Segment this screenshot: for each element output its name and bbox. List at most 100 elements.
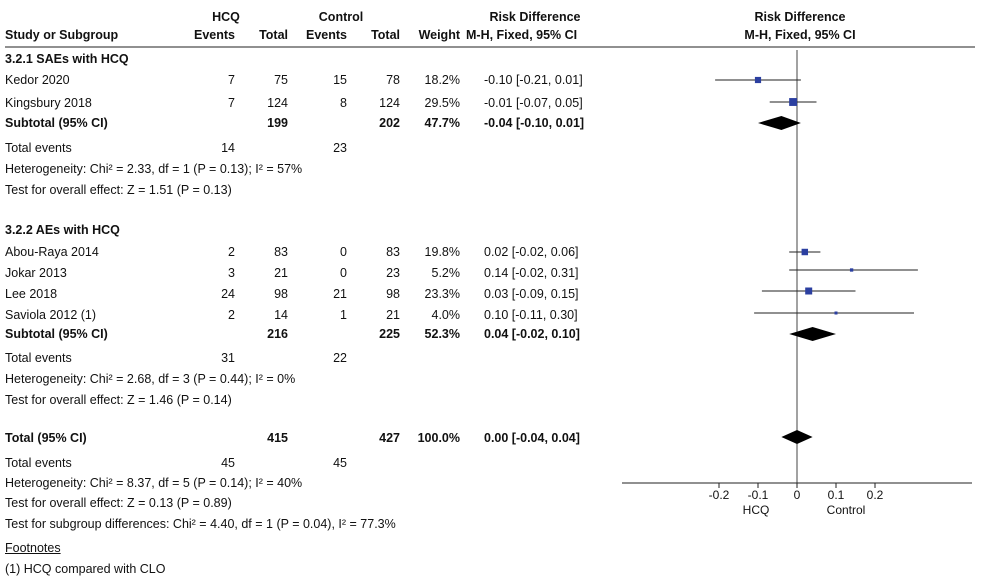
- total-events2: 45: [333, 456, 347, 470]
- subtotal-total2: 202: [379, 116, 400, 130]
- pooled-diamond: [781, 430, 813, 444]
- subgroup-difference-text: Test for subgroup differences: Chi² = 4.…: [5, 517, 396, 531]
- study-events1: 24: [221, 287, 235, 301]
- subgroup-title: 3.2.2 AEs with HCQ: [5, 223, 120, 237]
- study-point: [789, 98, 798, 106]
- favours-left-label: HCQ: [743, 503, 770, 517]
- study-name: Saviola 2012 (1): [5, 308, 97, 322]
- total-events-label: Total events: [5, 456, 72, 470]
- total-events-label: Total events: [5, 141, 72, 155]
- study-weight: 5.2%: [431, 266, 461, 280]
- study-total1: 98: [274, 287, 288, 301]
- heterogeneity-text: Heterogeneity: Chi² = 2.68, df = 3 (P = …: [5, 372, 296, 386]
- subtotal-label: Subtotal (95% CI): [5, 327, 108, 341]
- study-events2: 1: [340, 308, 347, 322]
- total-events-label: Total events: [5, 351, 72, 365]
- study-events2: 0: [340, 245, 347, 259]
- group1-header: HCQ: [212, 10, 240, 24]
- footnote-item: (1) HCQ compared with CLO: [5, 562, 166, 576]
- group2-header: Control: [318, 10, 364, 24]
- x-tick-label: -0.2: [709, 488, 730, 502]
- col-events2-header: Events: [306, 28, 347, 42]
- x-tick-label: 0: [794, 488, 801, 502]
- study-events1: 7: [228, 96, 235, 110]
- total-events1: 45: [221, 456, 235, 470]
- study-total2: 21: [386, 308, 400, 322]
- study-point: [805, 287, 813, 295]
- col-total1-header: Total: [259, 28, 288, 42]
- plot-method-header: M-H, Fixed, 95% CI: [744, 28, 856, 42]
- subgroup-title: 3.2.1 SAEs with HCQ: [5, 52, 129, 66]
- study-point: [849, 268, 854, 272]
- total-label: Total (95% CI): [5, 431, 87, 445]
- subtotal-total1: 199: [267, 116, 288, 130]
- col-weight-header: Weight: [418, 28, 460, 42]
- study-events2: 15: [333, 73, 347, 87]
- study-events2: 0: [340, 266, 347, 280]
- study-name: Jokar 2013: [5, 266, 67, 280]
- col-events1-header: Events: [194, 28, 235, 42]
- study-ci: 0.14 [-0.02, 0.31]: [484, 266, 579, 280]
- col-method-header: M-H, Fixed, 95% CI: [466, 28, 578, 42]
- study-weight: 4.0%: [431, 308, 461, 322]
- study-total1: 21: [274, 266, 288, 280]
- study-total2: 98: [386, 287, 400, 301]
- overall-effect-text: Test for overall effect: Z = 1.46 (P = 0…: [5, 393, 232, 407]
- pooled-diamond: [758, 116, 801, 130]
- total-events2: 23: [333, 141, 347, 155]
- study-total2: 23: [386, 266, 400, 280]
- overall-effect-text: Test for overall effect: Z = 1.51 (P = 0…: [5, 183, 232, 197]
- subtotal-total1: 216: [267, 327, 288, 341]
- study-weight: 19.8%: [424, 245, 460, 259]
- study-total1: 14: [274, 308, 288, 322]
- total-weight: 100.0%: [417, 431, 460, 445]
- plot-title: Risk Difference: [754, 10, 846, 24]
- study-events1: 2: [228, 308, 235, 322]
- heterogeneity-text: Heterogeneity: Chi² = 2.33, df = 1 (P = …: [5, 162, 303, 176]
- total-events1: 31: [221, 351, 235, 365]
- study-events2: 8: [340, 96, 347, 110]
- col-study-header: Study or Subgroup: [5, 28, 119, 42]
- total-total2: 427: [379, 431, 400, 445]
- study-total1: 124: [267, 96, 288, 110]
- overall-effect-text: Test for overall effect: Z = 0.13 (P = 0…: [5, 496, 232, 510]
- study-events2: 21: [333, 287, 347, 301]
- total-ci: 0.00 [-0.04, 0.04]: [484, 431, 580, 445]
- subtotal-label: Subtotal (95% CI): [5, 116, 108, 130]
- study-total2: 78: [386, 73, 400, 87]
- subtotal-ci: 0.04 [-0.02, 0.10]: [484, 327, 580, 341]
- effect-title: Risk Difference: [489, 10, 581, 24]
- total-events1: 14: [221, 141, 235, 155]
- col-total2-header: Total: [371, 28, 400, 42]
- footnotes-title: Footnotes: [5, 541, 61, 555]
- x-tick-label: -0.1: [748, 488, 769, 502]
- total-events2: 22: [333, 351, 347, 365]
- study-name: Lee 2018: [5, 287, 58, 301]
- study-ci: 0.02 [-0.02, 0.06]: [484, 245, 579, 259]
- study-total2: 83: [386, 245, 400, 259]
- study-total2: 124: [379, 96, 400, 110]
- study-point: [834, 311, 838, 315]
- study-ci: 0.10 [-0.11, 0.30]: [484, 308, 578, 322]
- study-total1: 83: [274, 245, 288, 259]
- total-total1: 415: [267, 431, 288, 445]
- study-weight: 29.5%: [424, 96, 460, 110]
- study-events1: 3: [228, 266, 235, 280]
- study-point: [754, 76, 762, 84]
- study-weight: 18.2%: [424, 73, 460, 87]
- subtotal-weight: 52.3%: [424, 327, 460, 341]
- study-ci: 0.03 [-0.09, 0.15]: [484, 287, 579, 301]
- favours-right-label: Control: [827, 503, 866, 517]
- study-point: [801, 248, 809, 256]
- study-name: Kedor 2020: [5, 73, 70, 87]
- study-ci: -0.10 [-0.21, 0.01]: [484, 73, 583, 87]
- subtotal-ci: -0.04 [-0.10, 0.01]: [484, 116, 585, 130]
- study-weight: 23.3%: [424, 287, 460, 301]
- study-name: Abou-Raya 2014: [5, 245, 99, 259]
- heterogeneity-text: Heterogeneity: Chi² = 8.37, df = 5 (P = …: [5, 476, 303, 490]
- study-ci: -0.01 [-0.07, 0.05]: [484, 96, 583, 110]
- x-tick-label: 0.1: [828, 488, 845, 502]
- study-events1: 7: [228, 73, 235, 87]
- study-name: Kingsbury 2018: [5, 96, 92, 110]
